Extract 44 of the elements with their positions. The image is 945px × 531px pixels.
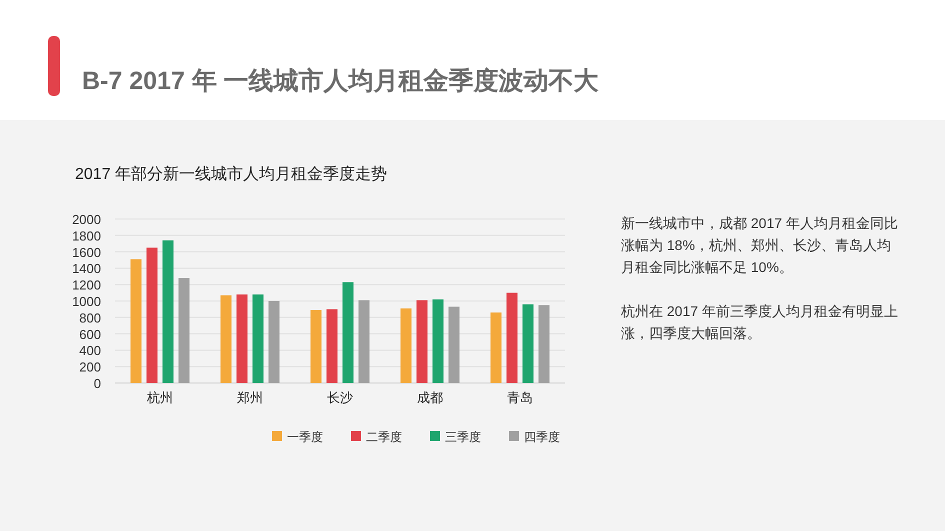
legend-label: 四季度 — [524, 430, 560, 444]
y-tick-label: 1000 — [72, 294, 101, 309]
bar — [448, 306, 460, 383]
bar — [146, 248, 158, 383]
y-tick-label: 400 — [79, 343, 101, 358]
bar — [220, 295, 232, 383]
bar — [178, 278, 190, 383]
bar — [326, 309, 338, 383]
y-tick-label: 1400 — [72, 261, 101, 276]
bar — [400, 308, 412, 383]
bar — [506, 292, 518, 383]
bar — [130, 259, 142, 383]
bar — [490, 312, 502, 383]
bar — [522, 304, 534, 383]
y-tick-label: 1200 — [72, 278, 101, 293]
bar — [342, 282, 354, 383]
bar — [268, 301, 280, 383]
x-tick-label: 青岛 — [507, 390, 533, 405]
y-tick-label: 200 — [79, 360, 101, 375]
y-tick-label: 600 — [79, 326, 101, 342]
bar — [416, 300, 428, 383]
x-tick-label: 成都 — [417, 390, 443, 405]
y-tick-label: 1800 — [72, 228, 101, 244]
y-tick-label: 1600 — [72, 244, 101, 260]
x-tick-label: 郑州 — [237, 390, 263, 405]
chart-subtitle: 2017 年部分新一线城市人均月租金季度走势 — [75, 164, 388, 185]
bar — [358, 300, 370, 383]
y-tick-label: 2000 — [72, 212, 101, 227]
chart-title: B-7 2017 年 一线城市人均月租金季度波动不大 — [82, 66, 599, 97]
x-tick-label: 杭州 — [146, 390, 173, 405]
bar — [310, 310, 322, 383]
text: 新一线城市中，成都 2017 年人均月租金同比涨幅为 18%，杭州、郑州、长沙、青岛人均月租金同比涨幅不足 10%。 — [621, 214, 899, 277]
bar — [252, 294, 264, 383]
x-tick-label: 长沙 — [327, 390, 353, 405]
y-tick-label: 0 — [94, 376, 101, 391]
y-tick-label: 800 — [79, 310, 101, 326]
legend-label: 二季度 — [366, 430, 402, 444]
legend-label: 一季度 — [287, 430, 323, 444]
bar — [432, 299, 444, 383]
bar — [538, 305, 550, 383]
bar — [236, 294, 248, 383]
bar — [162, 240, 174, 383]
legend-label: 三季度 — [445, 430, 481, 444]
text: 杭州在 2017 年前三季度人均月租金有明显上涨，四季度大幅回落。 — [621, 302, 899, 343]
